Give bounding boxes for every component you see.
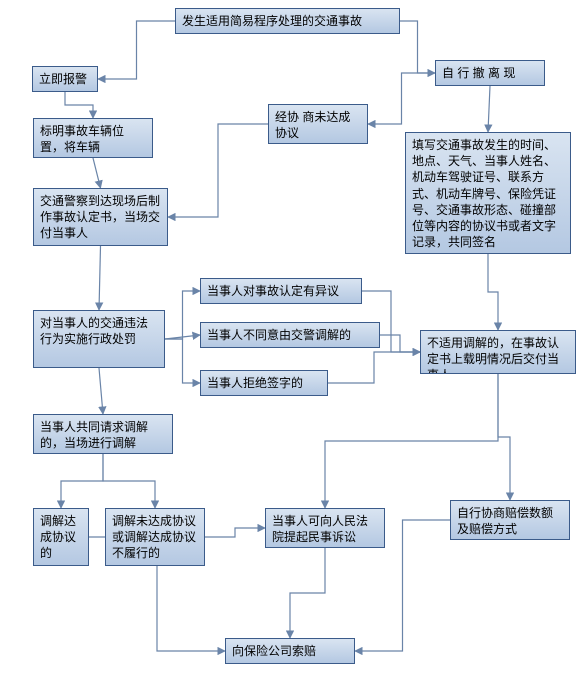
flow-node-dispute: 当事人对事故认定有异议 [200,278,362,304]
edge-leave-to-form [488,86,490,132]
flow-node-refuseMed: 当事人不同意由交警调解的 [200,322,380,348]
flow-node-fail: 调解未达成协议或调解达成协议不履行的 [105,508,205,566]
flow-node-form: 填写交通事故发生的时间、地点、天气、当事人姓名、机动车驾驶证号、联系方式、机动车… [405,132,571,254]
edge-noAgree-to-police [168,124,268,217]
edge-notMed-to-sue [325,374,498,508]
edge-refuseSign-to-notMed [328,352,420,383]
edge-penalty-to-request [99,368,103,414]
edge-start-to-leave [400,21,435,73]
flow-node-sue: 当事人可向人民法院提起民事诉讼 [265,508,385,548]
edge-start-to-report [98,21,175,79]
flow-node-notMed: 不适用调解的，在事故认定书上载明情况后交付当事人 [420,330,576,374]
flow-node-claim: 向保险公司索赔 [225,638,355,664]
edge-request-to-fail [103,454,155,508]
edge-notMed-to-self [498,374,510,500]
edge-penalty-to-refuseSign [165,339,200,383]
flow-node-agree: 调解达成协议的 [33,508,89,566]
edge-report-to-mark [65,92,93,118]
edge-form-to-notMed [488,254,498,330]
edge-penalty-to-refuseMed [165,335,200,339]
flow-node-request: 当事人共同请求调解的，当场进行调解 [33,414,173,454]
flow-node-self: 自行协商赔偿数额及赔偿方式 [450,500,570,540]
flow-node-leave: 自 行 撤 离 现 [435,60,545,86]
edge-refuseMed-to-notMed [380,335,420,352]
edge-request-to-agree [61,454,103,508]
edge-mark-to-police [93,158,101,188]
edge-police-to-penalty [99,246,101,310]
flow-node-noAgree: 经协 商未达成协议 [268,104,368,144]
flow-node-penalty: 对当事人的交通违法行为实施行政处罚 [33,310,165,368]
flow-node-report: 立即报警 [32,66,98,92]
edge-leave-to-noAgree [368,73,435,124]
flow-node-mark: 标明事故车辆位置，将车辆 [33,118,153,158]
edge-sue-to-claim [290,548,325,638]
flow-node-start: 发生适用简易程序处理的交通事故 [175,8,400,34]
flow-node-police: 交通警察到达现场后制作事故认定书，当场交付当事人 [33,188,168,246]
edge-penalty-to-dispute [165,291,200,339]
edge-fail-to-sue [205,528,265,537]
flow-node-refuseSign: 当事人拒绝签字的 [200,370,328,396]
